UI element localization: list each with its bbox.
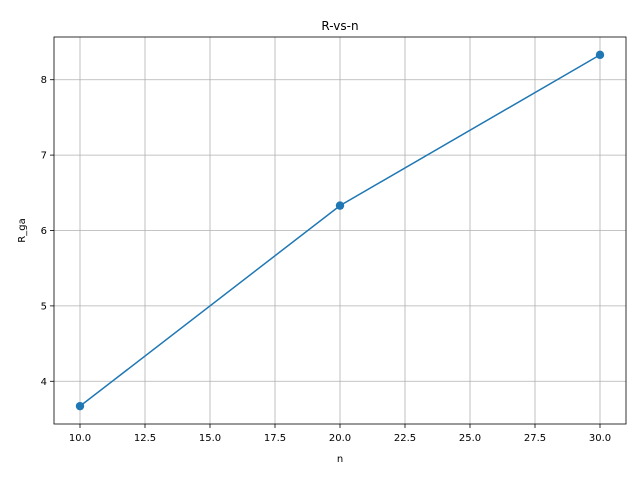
data-point: [335, 201, 345, 210]
x-tick-label: 17.5: [264, 433, 286, 444]
x-tick-label: 30.0: [589, 433, 611, 444]
y-tick-label: 5: [41, 301, 47, 312]
y-tick-label: 4: [41, 377, 47, 388]
y-axis-label: R_ga: [17, 218, 28, 242]
x-tick-label: 27.5: [524, 433, 546, 444]
x-tick-label: 25.0: [459, 433, 481, 444]
x-axis-label: n: [337, 454, 343, 465]
x-tick-label: 12.5: [134, 433, 156, 444]
y-tick-label: 6: [41, 226, 47, 237]
data-point: [595, 50, 605, 60]
grid-lines: [54, 37, 626, 424]
x-tick-label: 22.5: [394, 433, 416, 444]
chart-title: R-vs-n: [321, 19, 358, 33]
x-tick-label: 20.0: [329, 433, 351, 444]
x-tick-label: 15.0: [199, 433, 221, 444]
y-tick-label: 7: [41, 151, 47, 162]
data-point: [75, 401, 85, 411]
x-axis-ticks: 10.0 12.5 15.0 17.5 20.0 22.5 25.0 27.5 30.0: [69, 424, 611, 444]
x-tick-label: 10.0: [69, 433, 91, 444]
series-layer: [75, 50, 605, 411]
y-axis-ticks: 4 5 6 7 8: [41, 75, 54, 388]
y-tick-label: 8: [41, 75, 47, 86]
